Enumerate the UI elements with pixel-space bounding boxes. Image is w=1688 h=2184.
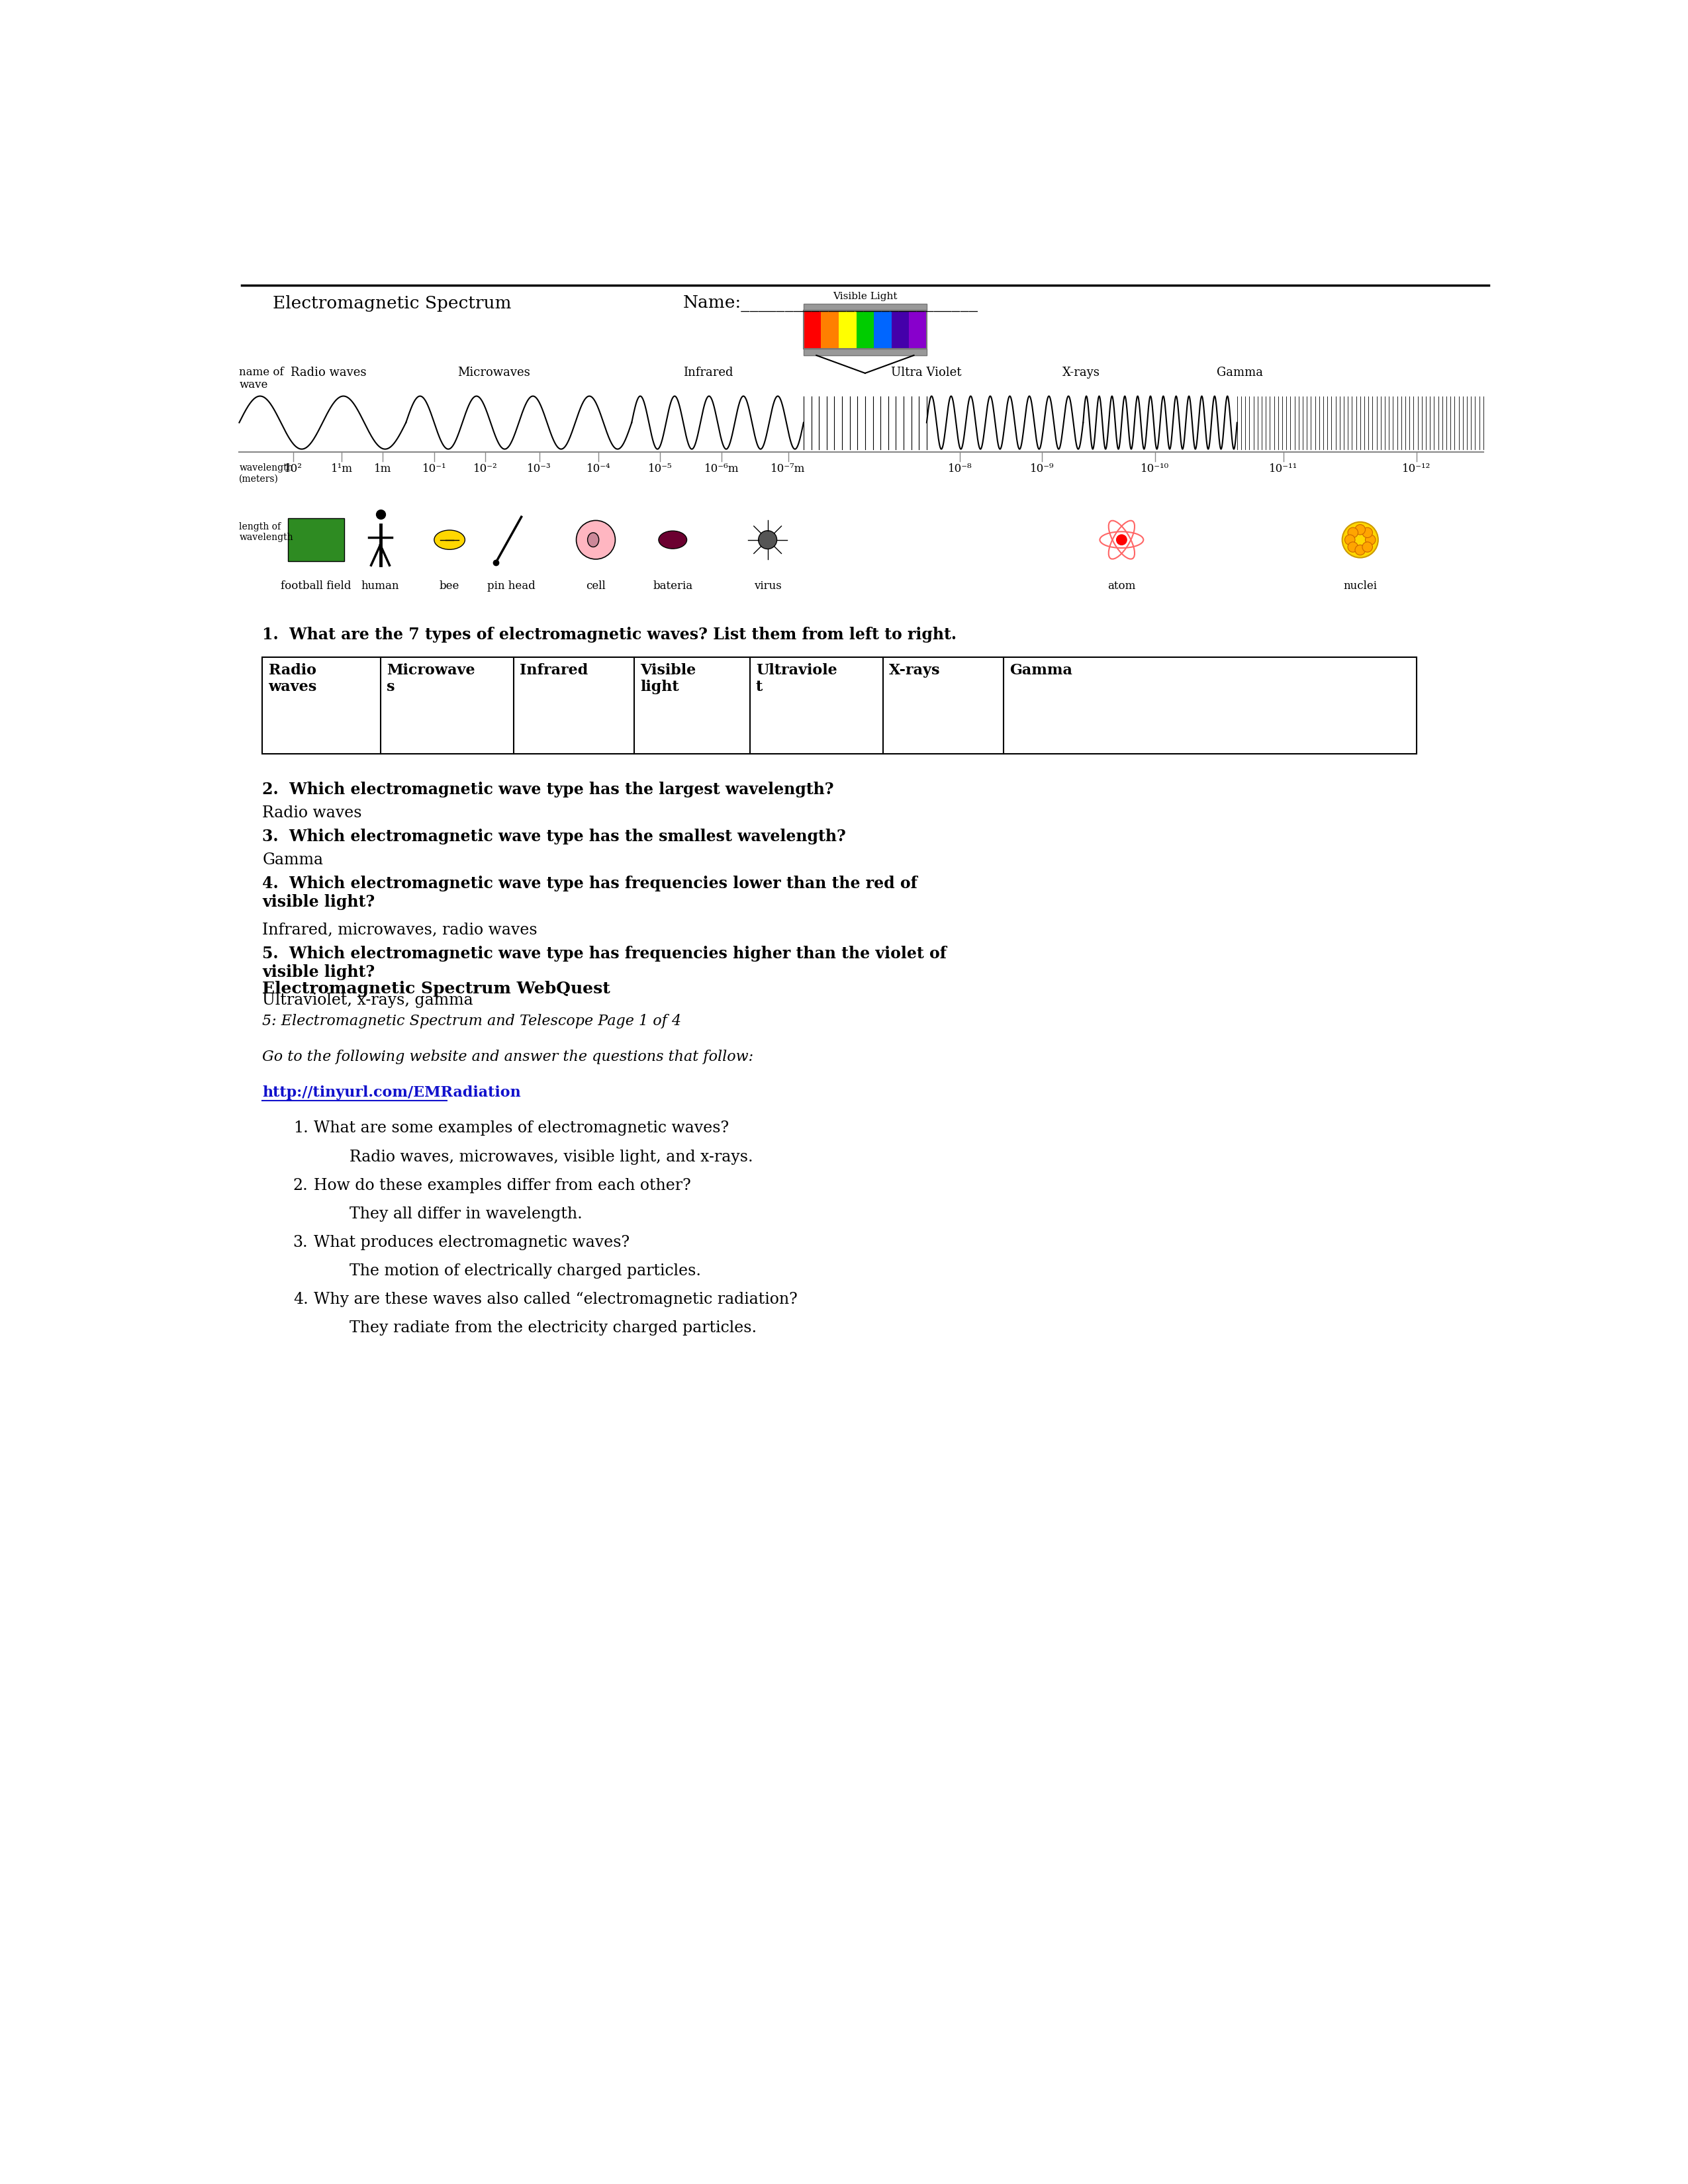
Text: human: human xyxy=(361,581,400,592)
Text: 1¹m: 1¹m xyxy=(331,463,353,474)
Text: pin head: pin head xyxy=(488,581,535,592)
Circle shape xyxy=(576,520,614,559)
Text: Microwaves: Microwaves xyxy=(457,367,530,378)
Text: Gamma: Gamma xyxy=(262,852,322,867)
Text: 10⁻⁵: 10⁻⁵ xyxy=(648,463,672,474)
Bar xyxy=(839,310,856,349)
Text: 10⁻²: 10⁻² xyxy=(473,463,498,474)
Text: X-rays: X-rays xyxy=(890,664,940,677)
Text: Go to the following website and answer the questions that follow:: Go to the following website and answer t… xyxy=(262,1048,753,1064)
Text: 4.: 4. xyxy=(294,1293,309,1308)
Text: Why are these waves also called “electromagnetic radiation?: Why are these waves also called “electro… xyxy=(314,1293,797,1308)
Bar xyxy=(289,518,344,561)
Text: They radiate from the electricity charged particles.: They radiate from the electricity charge… xyxy=(349,1321,756,1337)
Bar xyxy=(820,310,839,349)
Bar xyxy=(803,310,820,349)
Bar xyxy=(874,310,891,349)
Text: virus: virus xyxy=(755,581,782,592)
Ellipse shape xyxy=(434,531,464,550)
Text: 10⁻¹: 10⁻¹ xyxy=(422,463,446,474)
Text: nuclei: nuclei xyxy=(1344,581,1377,592)
Ellipse shape xyxy=(658,531,687,548)
Text: 2.: 2. xyxy=(294,1177,309,1192)
Circle shape xyxy=(1345,535,1355,544)
Text: 5.  Which electromagnetic wave type has frequencies higher than the violet of
vi: 5. Which electromagnetic wave type has f… xyxy=(262,946,947,981)
Text: 2.  Which electromagnetic wave type has the largest wavelength?: 2. Which electromagnetic wave type has t… xyxy=(262,782,834,797)
Bar xyxy=(856,310,874,349)
Text: Infrared: Infrared xyxy=(684,367,733,378)
Text: wavelength
(meters): wavelength (meters) xyxy=(240,463,294,483)
Bar xyxy=(803,304,927,310)
Text: What produces electromagnetic waves?: What produces electromagnetic waves? xyxy=(314,1234,630,1249)
Text: Radio waves: Radio waves xyxy=(290,367,366,378)
Text: 5: Electromagnetic Spectrum and Telescope Page 1 of 4: 5: Electromagnetic Spectrum and Telescop… xyxy=(262,1013,682,1029)
Circle shape xyxy=(1347,542,1359,553)
Text: length of
wavelength: length of wavelength xyxy=(240,522,294,542)
Circle shape xyxy=(1362,542,1372,553)
Text: cell: cell xyxy=(586,581,606,592)
Text: Visible Light: Visible Light xyxy=(832,293,898,301)
Text: 10⁻⁶m: 10⁻⁶m xyxy=(704,463,739,474)
Text: How do these examples differ from each other?: How do these examples differ from each o… xyxy=(314,1177,690,1192)
Text: Radio waves, microwaves, visible light, and x-rays.: Radio waves, microwaves, visible light, … xyxy=(349,1149,753,1164)
Text: 3.  Which electromagnetic wave type has the smallest wavelength?: 3. Which electromagnetic wave type has t… xyxy=(262,828,846,845)
Circle shape xyxy=(1355,544,1366,555)
Text: 10⁻¹²: 10⁻¹² xyxy=(1403,463,1431,474)
Text: 10⁻⁹: 10⁻⁹ xyxy=(1030,463,1055,474)
Text: 10⁻⁸: 10⁻⁸ xyxy=(949,463,972,474)
Text: http://tinyurl.com/EMRadiation: http://tinyurl.com/EMRadiation xyxy=(262,1085,522,1101)
Text: Radio waves: Radio waves xyxy=(262,806,361,821)
Text: Name:___________________________: Name:___________________________ xyxy=(684,295,979,312)
Text: X-rays: X-rays xyxy=(1063,367,1101,378)
Text: Ultraviolet, x-rays, gamma: Ultraviolet, x-rays, gamma xyxy=(262,994,473,1009)
Bar xyxy=(262,657,1416,753)
Text: 10²: 10² xyxy=(284,463,302,474)
Text: The motion of electrically charged particles.: The motion of electrically charged parti… xyxy=(349,1265,701,1278)
Ellipse shape xyxy=(587,533,599,546)
Text: 3.: 3. xyxy=(294,1234,307,1249)
Text: Gamma: Gamma xyxy=(1009,664,1072,677)
Text: Infrared, microwaves, radio waves: Infrared, microwaves, radio waves xyxy=(262,922,537,937)
Bar xyxy=(910,310,927,349)
Text: 1.: 1. xyxy=(294,1120,309,1136)
Circle shape xyxy=(1116,535,1128,544)
Text: 10⁻¹¹: 10⁻¹¹ xyxy=(1269,463,1298,474)
Text: Gamma: Gamma xyxy=(1217,367,1263,378)
Text: 1.  What are the 7 types of electromagnetic waves? List them from left to right.: 1. What are the 7 types of electromagnet… xyxy=(262,627,957,642)
Circle shape xyxy=(1362,529,1372,537)
Text: atom: atom xyxy=(1107,581,1136,592)
Bar xyxy=(891,310,910,349)
Text: Ultra Violet: Ultra Violet xyxy=(891,367,960,378)
Circle shape xyxy=(1366,535,1376,544)
Text: Electromagnetic Spectrum: Electromagnetic Spectrum xyxy=(272,295,511,312)
Text: Microwave
s: Microwave s xyxy=(387,664,474,695)
Text: 10⁻⁷m: 10⁻⁷m xyxy=(771,463,805,474)
Text: 10⁻¹⁰: 10⁻¹⁰ xyxy=(1141,463,1170,474)
Text: Visible
light: Visible light xyxy=(640,664,695,695)
Bar xyxy=(803,349,927,356)
Circle shape xyxy=(1355,524,1366,535)
Text: 10⁻⁴: 10⁻⁴ xyxy=(586,463,611,474)
Text: 1m: 1m xyxy=(375,463,392,474)
Text: Ultraviole
t: Ultraviole t xyxy=(756,664,837,695)
Text: name of
wave: name of wave xyxy=(240,367,284,391)
Circle shape xyxy=(1342,522,1377,557)
Text: Infrared: Infrared xyxy=(520,664,587,677)
Circle shape xyxy=(758,531,776,548)
Text: football field: football field xyxy=(280,581,351,592)
Bar xyxy=(803,310,927,349)
Text: 4.  Which electromagnetic wave type has frequencies lower than the red of
visibl: 4. Which electromagnetic wave type has f… xyxy=(262,876,918,911)
Text: bateria: bateria xyxy=(653,581,692,592)
Circle shape xyxy=(1347,529,1359,537)
Text: What are some examples of electromagnetic waves?: What are some examples of electromagneti… xyxy=(314,1120,729,1136)
Text: 10⁻³: 10⁻³ xyxy=(527,463,552,474)
Text: bee: bee xyxy=(439,581,459,592)
Text: Electromagnetic Spectrum WebQuest: Electromagnetic Spectrum WebQuest xyxy=(262,981,611,996)
Text: They all differ in wavelength.: They all differ in wavelength. xyxy=(349,1206,582,1221)
Text: Radio
waves: Radio waves xyxy=(268,664,317,695)
